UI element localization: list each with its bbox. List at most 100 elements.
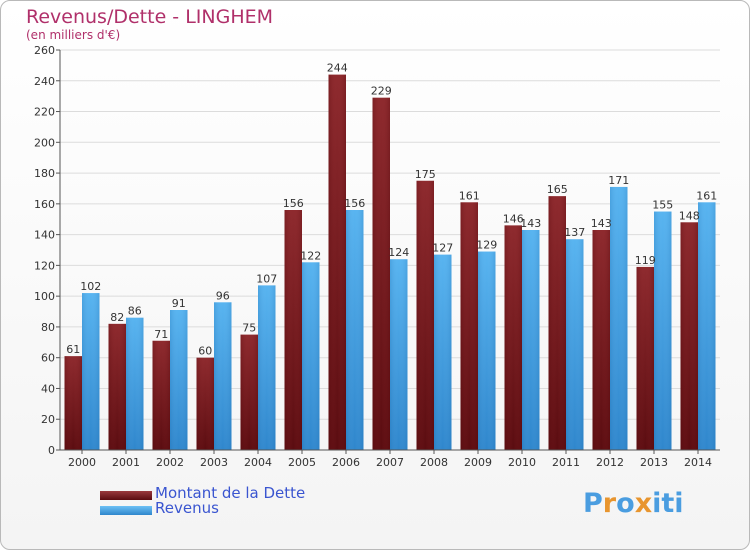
data-label-debt: 60 — [198, 345, 212, 358]
bar-shade-debt — [592, 230, 610, 450]
y-tick-label: 60 — [41, 352, 55, 365]
x-tick-label: 2007 — [376, 456, 404, 469]
x-tick-label: 2006 — [332, 456, 360, 469]
bar-shade-revenue — [214, 302, 232, 450]
bar-shade-revenue — [126, 317, 144, 450]
x-tick-label: 2009 — [464, 456, 492, 469]
bar-shade-debt — [548, 196, 566, 450]
bar-shade-revenue — [698, 202, 716, 450]
data-label-debt: 71 — [154, 328, 168, 341]
x-tick-label: 2002 — [156, 456, 184, 469]
logo-letter: x — [634, 488, 653, 519]
x-tick-label: 2012 — [596, 456, 624, 469]
logo-letter: P — [583, 488, 603, 519]
data-label-revenue: 91 — [172, 297, 186, 310]
data-label-debt: 143 — [591, 217, 612, 230]
y-tick-label: 40 — [41, 382, 55, 395]
bar-shade-revenue — [346, 210, 364, 450]
x-tick-label: 2001 — [112, 456, 140, 469]
data-label-revenue: 129 — [476, 239, 497, 252]
logo-letter: i — [674, 488, 684, 519]
data-label-revenue: 156 — [344, 197, 365, 210]
data-label-revenue: 102 — [80, 280, 101, 293]
x-tick-label: 2010 — [508, 456, 536, 469]
bar-shade-debt — [680, 222, 698, 450]
chart-title: Revenus/Dette - LINGHEM — [26, 6, 274, 28]
data-label-debt: 148 — [679, 209, 700, 222]
bar-shade-debt — [152, 340, 170, 450]
bar-shade-revenue — [82, 293, 100, 450]
bar-shade-debt — [328, 74, 346, 450]
data-label-debt: 119 — [635, 254, 656, 267]
data-label-revenue: 127 — [432, 242, 453, 255]
proxiti-logo: Proxiti — [583, 488, 684, 519]
data-label-debt: 82 — [110, 311, 124, 324]
bar-shade-debt — [504, 225, 522, 450]
y-tick-label: 160 — [34, 198, 55, 211]
data-label-debt: 61 — [66, 343, 80, 356]
legend-label-revenue: Revenus — [155, 499, 219, 517]
y-tick-label: 260 — [34, 44, 55, 57]
data-label-debt: 161 — [459, 189, 480, 202]
data-label-revenue: 161 — [696, 189, 717, 202]
y-tick-label: 240 — [34, 75, 55, 88]
bar-shade-revenue — [654, 211, 672, 450]
logo-letter: i — [652, 488, 662, 519]
logo-letter: t — [661, 488, 675, 519]
data-label-revenue: 107 — [256, 272, 277, 285]
data-label-revenue: 96 — [216, 289, 230, 302]
bars — [64, 74, 716, 450]
bar-shade-debt — [460, 202, 478, 450]
data-label-debt: 175 — [415, 168, 436, 181]
bar-shade-revenue — [170, 310, 188, 450]
data-label-debt: 229 — [371, 85, 392, 98]
bar-shade-revenue — [566, 239, 584, 450]
x-tick-label: 2011 — [552, 456, 580, 469]
bar-shade-revenue — [258, 285, 276, 450]
bar-shade-debt — [240, 334, 258, 450]
bar-shade-debt — [196, 357, 214, 450]
bar-shade-debt — [636, 266, 654, 450]
data-label-debt: 156 — [283, 197, 304, 210]
y-tick-label: 200 — [34, 136, 55, 149]
bar-shade-revenue — [390, 259, 408, 450]
x-tick-label: 2008 — [420, 456, 448, 469]
bar-shade-debt — [284, 210, 302, 450]
bar-shade-debt — [372, 97, 390, 450]
x-tick-label: 2005 — [288, 456, 316, 469]
logo-letter: r — [602, 488, 617, 519]
x-tick-label: 2013 — [640, 456, 668, 469]
data-label-revenue: 171 — [608, 174, 629, 187]
legend-label-debt: Montant de la Dette — [155, 484, 306, 502]
data-label-debt: 244 — [327, 62, 348, 75]
y-tick-label: 80 — [41, 321, 55, 334]
bar-shade-debt — [416, 180, 434, 450]
data-label-revenue: 124 — [388, 246, 409, 259]
data-label-revenue: 143 — [520, 217, 541, 230]
chart-subtitle: (en milliers d'€) — [26, 28, 121, 42]
y-tick-label: 0 — [48, 444, 55, 457]
data-labels: 61 102 82 86 71 91 60 96 75 107 156 122 244 156 229 124… — [66, 62, 717, 358]
data-label-debt: 146 — [503, 212, 524, 225]
data-label-debt: 75 — [242, 322, 256, 335]
bar-shade-revenue — [478, 251, 496, 450]
data-label-debt: 165 — [547, 183, 568, 196]
bar-shade-debt — [108, 323, 126, 450]
x-tick-label: 2014 — [684, 456, 712, 469]
y-tick-label: 140 — [34, 229, 55, 242]
x-axis-ticks: 2000 2001 2002 2003 2004 2005 2006 2007 2008 2009… — [60, 449, 720, 469]
y-tick-label: 20 — [41, 413, 55, 426]
y-axis-ticks: 0 20 40 60 80 100 120 140 160 180 200 220 240 260 — [34, 44, 61, 457]
data-label-revenue: 122 — [300, 249, 321, 262]
x-tick-label: 2000 — [68, 456, 96, 469]
data-label-revenue: 155 — [652, 199, 673, 212]
bar-shade-revenue — [434, 254, 452, 450]
x-tick-label: 2004 — [244, 456, 272, 469]
x-tick-label: 2003 — [200, 456, 228, 469]
bar-shade-revenue — [610, 186, 628, 450]
y-tick-label: 220 — [34, 106, 55, 119]
y-tick-label: 100 — [34, 290, 55, 303]
bar-shade-revenue — [522, 230, 540, 450]
y-tick-label: 120 — [34, 259, 55, 272]
